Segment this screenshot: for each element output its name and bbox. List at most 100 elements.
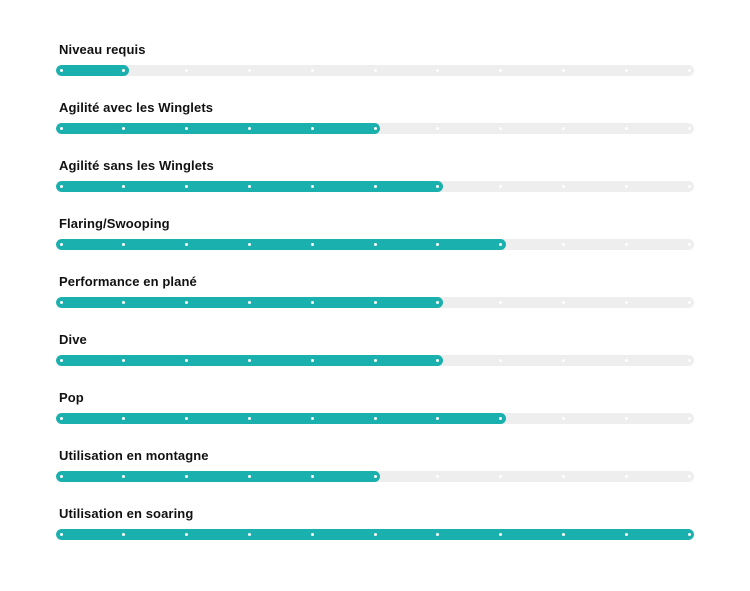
rating-label: Agilité avec les Winglets — [59, 100, 214, 115]
rating-tick — [624, 417, 628, 420]
rating-tick — [59, 69, 63, 72]
rating-tick — [436, 127, 440, 130]
rating-tick — [373, 127, 377, 130]
rating-track — [56, 529, 694, 540]
rating-tick — [436, 69, 440, 72]
rating-fill — [56, 471, 380, 482]
rating-tick — [122, 185, 126, 188]
rating-label: Flaring/Swooping — [59, 216, 170, 231]
rating-tick — [373, 243, 377, 246]
rating-tick — [561, 243, 565, 246]
rating-tick — [499, 475, 503, 478]
rating-tick — [561, 301, 565, 304]
rating-fill — [56, 65, 129, 76]
rating-tick — [561, 417, 565, 420]
rating-tick — [624, 359, 628, 362]
rating-tick — [624, 69, 628, 72]
rating-tick — [310, 127, 314, 130]
rating-tick — [687, 185, 691, 188]
rating-fill — [56, 123, 380, 134]
rating-tick — [561, 69, 565, 72]
rating-row: Flaring/Swooping — [56, 216, 694, 274]
rating-tick — [122, 69, 126, 72]
rating-tick — [687, 475, 691, 478]
rating-tick — [59, 417, 63, 420]
rating-tick — [373, 185, 377, 188]
rating-tick — [373, 359, 377, 362]
rating-tick — [185, 475, 189, 478]
rating-tick — [499, 243, 503, 246]
rating-tick — [185, 417, 189, 420]
rating-tick — [310, 185, 314, 188]
rating-tick — [247, 475, 251, 478]
rating-tick — [185, 69, 189, 72]
rating-tick — [185, 533, 189, 536]
rating-tick — [687, 243, 691, 246]
rating-tick — [373, 475, 377, 478]
rating-tick — [687, 533, 691, 536]
rating-tick — [185, 301, 189, 304]
rating-fill — [56, 413, 506, 424]
rating-tick — [310, 475, 314, 478]
rating-tick — [310, 359, 314, 362]
rating-tick — [185, 127, 189, 130]
rating-tick — [436, 533, 440, 536]
rating-track — [56, 355, 694, 366]
rating-label: Utilisation en soaring — [59, 506, 194, 521]
rating-tick — [436, 417, 440, 420]
rating-tick — [310, 301, 314, 304]
rating-tick — [373, 69, 377, 72]
rating-tick — [122, 475, 126, 478]
rating-track — [56, 123, 694, 134]
rating-tick — [247, 69, 251, 72]
rating-tick — [59, 359, 63, 362]
rating-tick — [247, 359, 251, 362]
rating-tick — [499, 127, 503, 130]
rating-tick — [561, 359, 565, 362]
rating-tick — [185, 185, 189, 188]
rating-tick — [687, 69, 691, 72]
rating-tick — [373, 301, 377, 304]
rating-tick — [373, 533, 377, 536]
rating-label: Utilisation en montagne — [59, 448, 209, 463]
rating-tick — [59, 301, 63, 304]
rating-row: Agilité sans les Winglets — [56, 158, 694, 216]
rating-track — [56, 297, 694, 308]
rating-tick — [624, 475, 628, 478]
ratings-list: Niveau requis Agilité avec les Winglets Ag… — [56, 42, 694, 564]
rating-tick — [310, 417, 314, 420]
rating-tick — [499, 359, 503, 362]
rating-tick — [122, 127, 126, 130]
rating-tick — [122, 533, 126, 536]
rating-row: Performance en plané — [56, 274, 694, 332]
rating-tick — [247, 533, 251, 536]
rating-tick — [561, 185, 565, 188]
rating-tick — [247, 301, 251, 304]
rating-tick — [247, 185, 251, 188]
rating-track — [56, 413, 694, 424]
rating-tick — [624, 301, 628, 304]
rating-row: Pop — [56, 390, 694, 448]
rating-tick — [59, 533, 63, 536]
rating-row: Utilisation en soaring — [56, 506, 694, 564]
rating-tick — [624, 185, 628, 188]
rating-tick — [561, 127, 565, 130]
rating-label: Dive — [59, 332, 87, 347]
rating-tick — [499, 69, 503, 72]
rating-tick — [436, 185, 440, 188]
rating-tick — [624, 127, 628, 130]
rating-label: Pop — [59, 390, 84, 405]
rating-tick — [436, 243, 440, 246]
rating-tick — [122, 301, 126, 304]
rating-tick — [310, 533, 314, 536]
rating-tick — [122, 417, 126, 420]
rating-tick — [185, 243, 189, 246]
rating-tick — [499, 185, 503, 188]
rating-label: Agilité sans les Winglets — [59, 158, 214, 173]
rating-tick — [561, 533, 565, 536]
rating-row: Utilisation en montagne — [56, 448, 694, 506]
rating-track — [56, 239, 694, 250]
rating-tick — [436, 301, 440, 304]
rating-tick — [687, 127, 691, 130]
rating-tick — [624, 533, 628, 536]
